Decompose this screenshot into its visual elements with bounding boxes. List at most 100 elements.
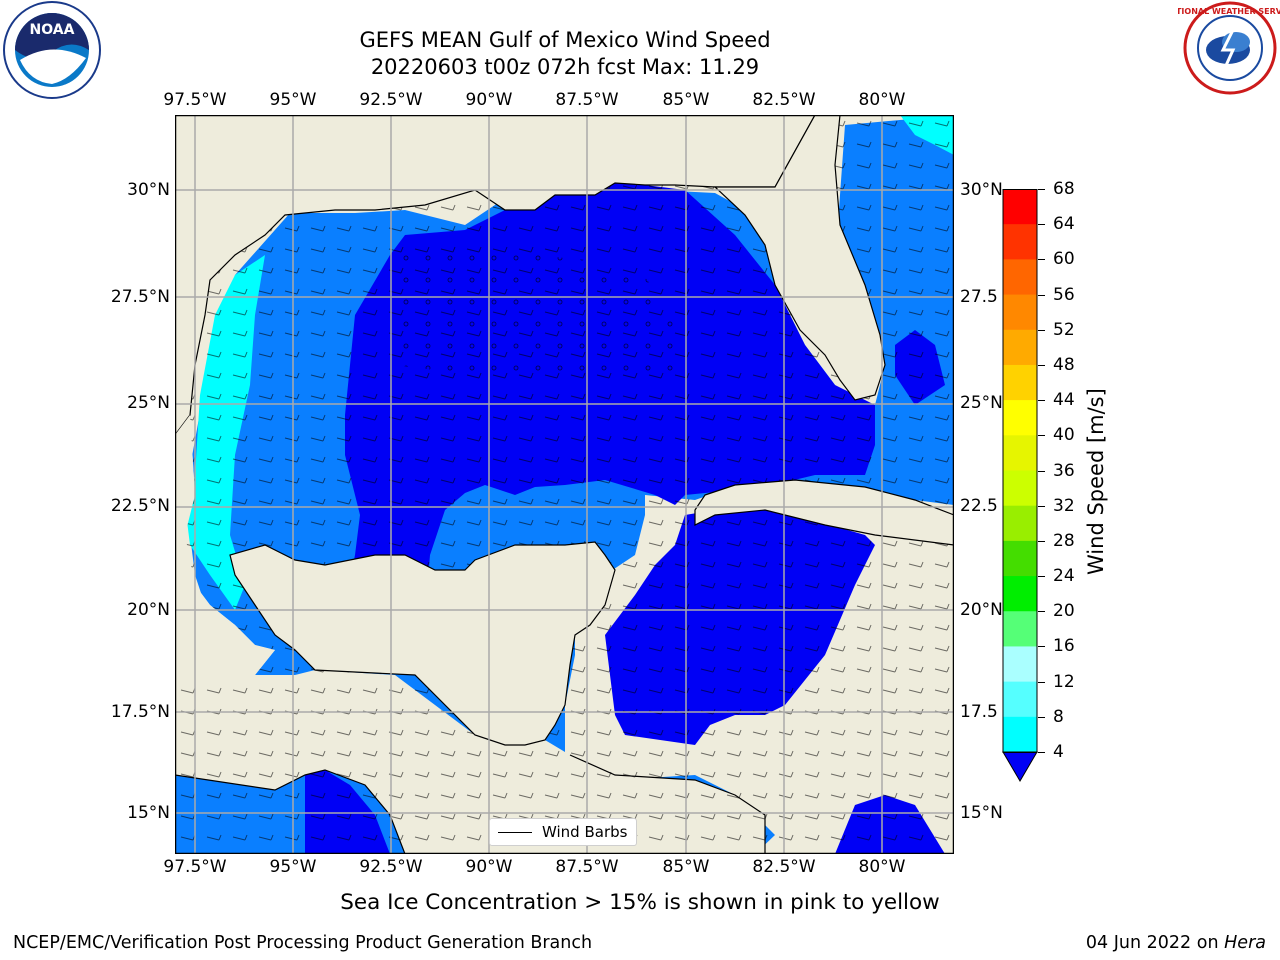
colorbar-tick-mark: [1038, 329, 1045, 331]
colorbar-segment: [1003, 259, 1037, 296]
lon-label-bottom: 85°W: [662, 857, 710, 877]
footer-left: NCEP/EMC/Verification Post Processing Pr…: [13, 933, 593, 953]
colorbar-tick-label: 24: [1053, 566, 1075, 587]
lat-label-left: 30°N: [127, 180, 170, 200]
colorbar-segment: [1003, 189, 1037, 225]
lon-label-bottom: 92.5°W: [359, 857, 423, 877]
lon-label-bottom: 95°W: [269, 857, 317, 877]
colorbar-segment: [1003, 470, 1037, 507]
colorbar-segment: [1003, 329, 1037, 366]
colorbar-tick-label: 40: [1053, 425, 1075, 446]
colorbar-tick-mark: [1038, 364, 1045, 366]
lat-label-left: 15°N: [127, 803, 170, 823]
lon-label-bottom: 82.5°W: [752, 857, 816, 877]
colorbar-tick-mark: [1038, 540, 1045, 542]
lat-label-right: 30°N: [960, 180, 1003, 200]
colorbar-tick-mark: [1038, 611, 1045, 613]
colorbar-tick-label: 44: [1053, 390, 1075, 411]
lon-label-bottom: 80°W: [858, 857, 906, 877]
colorbar-tick-mark: [1038, 400, 1045, 402]
colorbar-tick-mark: [1038, 259, 1045, 261]
colorbar-segment: [1003, 224, 1037, 260]
legend-label: Wind Barbs: [542, 823, 628, 841]
colorbar-tick-mark: [1038, 752, 1045, 753]
colorbar-tick-mark: [1038, 470, 1045, 472]
colorbar-segment: [1003, 716, 1037, 753]
lat-label-right: 25°N: [960, 393, 1003, 413]
colorbar-segment: [1003, 681, 1037, 718]
noaa-logo-text: NOAA: [30, 22, 75, 38]
map-frame: [175, 115, 954, 854]
lon-label-top: 82.5°W: [752, 90, 816, 110]
chart-title: GEFS MEAN Gulf of Mexico Wind Speed: [359, 28, 771, 52]
lon-label-top: 90°W: [465, 90, 513, 110]
calm-wind-markers: [395, 255, 685, 385]
colorbar-tick-label: 36: [1053, 460, 1075, 481]
lon-label-bottom: 97.5°W: [163, 857, 227, 877]
nws-logo: NATIONAL WEATHER SERVICE: [1178, 1, 1280, 95]
map-panel: [175, 115, 954, 854]
footer-date: 04 Jun 2022 on: [1085, 933, 1219, 953]
colorbar-segment: [1003, 435, 1037, 471]
noaa-logo: NOAA: [3, 1, 101, 99]
chart-subtitle: 20220603 t00z 072h fcst Max: 11.29: [370, 55, 760, 79]
colorbar-segment: [1003, 540, 1037, 577]
colorbar: [1002, 189, 1038, 782]
colorbar-tick-mark: [1038, 681, 1045, 683]
colorbar-tick-label: 8: [1053, 706, 1064, 727]
colorbar-tick-mark: [1038, 576, 1045, 578]
lon-label-top: 92.5°W: [359, 90, 423, 110]
colorbar-tick-mark: [1038, 189, 1045, 190]
colorbar-tick-label: 48: [1053, 354, 1075, 375]
colorbar-tick-mark: [1038, 646, 1045, 648]
colorbar-tick-mark: [1038, 224, 1045, 226]
colorbar-tick-label: 52: [1053, 319, 1075, 340]
nws-logo-text: NATIONAL WEATHER SERVICE: [1178, 7, 1280, 16]
footer-right: 04 Jun 2022 on Hera: [1086, 933, 1266, 953]
lat-label-left: 27.5°N: [110, 287, 170, 307]
lat-label-left: 17.5°N: [110, 702, 170, 722]
colorbar-segment: [1003, 646, 1037, 683]
lon-label-top: 85°W: [662, 90, 710, 110]
colorbar-segment: [1003, 400, 1037, 436]
colorbar-tick-label: 60: [1053, 249, 1075, 270]
colorbar-tick-label: 16: [1053, 636, 1075, 657]
grid: [175, 115, 954, 854]
colorbar-tick-label: 12: [1053, 671, 1075, 692]
colorbar-label-text: Wind Speed [m/s]: [1084, 388, 1108, 575]
lon-label-top: 95°W: [269, 90, 317, 110]
colorbar-tick-mark: [1038, 505, 1045, 507]
colorbar-tick-label: 20: [1053, 601, 1075, 622]
colorbar-tick-label: 56: [1053, 284, 1075, 305]
colorbar-segment: [1003, 505, 1037, 542]
lat-label-right: 15°N: [960, 803, 1003, 823]
colorbar-tick-mark: [1038, 435, 1045, 437]
legend-line-swatch: [498, 831, 532, 833]
lon-label-top: 87.5°W: [555, 90, 619, 110]
map-legend: Wind Barbs: [489, 818, 637, 846]
lon-label-bottom: 90°W: [465, 857, 513, 877]
colorbar-tick-mark: [1038, 716, 1045, 718]
colorbar-segment: [1003, 294, 1037, 331]
lon-label-bottom: 87.5°W: [555, 857, 619, 877]
colorbar-tick-label: 28: [1053, 530, 1075, 551]
colorbar-segment: [1003, 611, 1037, 647]
colorbar-tick-label: 32: [1053, 495, 1075, 516]
colorbar-extend-arrow: [1003, 752, 1037, 781]
footer-machine: Hera: [1224, 933, 1266, 953]
colorbar-tick-label: 68: [1053, 179, 1075, 199]
lat-label-right: 17.5: [960, 702, 998, 722]
colorbar-segment: [1003, 364, 1037, 401]
lat-label-left: 22.5°N: [110, 496, 170, 516]
lat-label-right: 22.5: [960, 496, 998, 516]
colorbar-tick-label: 4: [1053, 742, 1064, 762]
sea-ice-note: Sea Ice Concentration > 15% is shown in …: [340, 890, 940, 915]
colorbar-tick-mark: [1038, 294, 1045, 296]
lon-label-top: 97.5°W: [163, 90, 227, 110]
lat-label-right: 20°N: [960, 600, 1003, 620]
colorbar-segment: [1003, 576, 1037, 612]
lat-label-left: 25°N: [127, 393, 170, 413]
lon-label-top: 80°W: [858, 90, 906, 110]
lat-label-right: 27.5: [960, 287, 998, 307]
colorbar-tick-label: 64: [1053, 214, 1075, 235]
